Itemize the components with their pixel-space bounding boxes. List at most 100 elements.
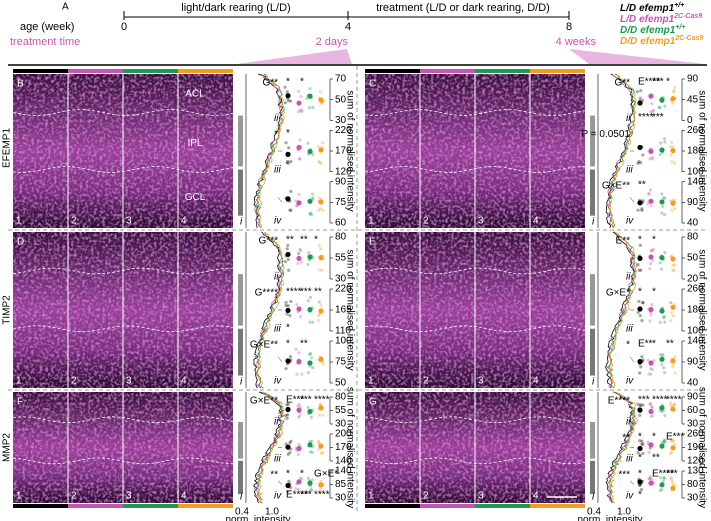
dot xyxy=(650,302,654,307)
sublayer-label: iii xyxy=(274,324,281,335)
dot xyxy=(647,192,651,196)
stat-label: ** xyxy=(638,179,646,190)
dot xyxy=(648,157,652,161)
profile-line xyxy=(608,391,638,504)
timeline-tick-label: 0 xyxy=(121,21,127,33)
dot xyxy=(673,161,677,165)
dot xyxy=(649,372,653,376)
dot xyxy=(289,189,293,193)
stat-label: * xyxy=(652,339,656,350)
lane-number: 4 xyxy=(181,491,187,502)
dot xyxy=(297,415,301,419)
dot xyxy=(648,477,652,481)
lane-number: 1 xyxy=(368,376,374,387)
dot xyxy=(639,487,644,492)
y-tick-label: 120 xyxy=(687,456,704,467)
y-tick-label: 55 xyxy=(335,405,347,416)
layer-boundary xyxy=(364,325,586,332)
profile-line xyxy=(607,231,637,389)
dot xyxy=(651,109,655,113)
legend-sup: +/+ xyxy=(674,2,684,9)
dot xyxy=(673,263,677,267)
dot xyxy=(669,476,673,480)
y-tick-label: 140 xyxy=(335,466,352,477)
sublayer-label: iii xyxy=(626,454,633,465)
stat-label: * xyxy=(274,129,278,140)
y-tick-label: 80 xyxy=(687,232,699,243)
lane-bar xyxy=(68,504,123,508)
dot xyxy=(663,140,667,144)
dot xyxy=(285,403,289,407)
dot xyxy=(660,352,665,357)
mean-dot xyxy=(648,360,654,366)
legend-gene: efemp1 xyxy=(640,36,675,47)
dot xyxy=(311,105,315,110)
dot xyxy=(640,442,644,447)
stat-label: G*** xyxy=(259,236,279,247)
stat-label: * xyxy=(638,469,642,480)
dot xyxy=(286,257,290,262)
dot xyxy=(657,106,661,110)
dot xyxy=(317,299,321,304)
mean-dot xyxy=(296,100,302,106)
dot xyxy=(289,159,293,164)
dot xyxy=(297,192,301,196)
lane-number: 3 xyxy=(478,376,484,387)
mean-dot xyxy=(670,96,676,102)
panel-label: D xyxy=(17,237,24,248)
dot xyxy=(319,161,323,165)
dot xyxy=(287,146,291,150)
dot xyxy=(636,263,640,267)
dot xyxy=(663,440,667,444)
y-tick-label: 30 xyxy=(335,419,347,430)
dot xyxy=(651,247,656,252)
dot xyxy=(640,208,644,212)
dot xyxy=(286,402,290,406)
y-tick-label: 165 xyxy=(335,305,352,316)
stat-label: E*** xyxy=(286,395,304,406)
lane-bar xyxy=(530,504,585,508)
dot xyxy=(637,159,641,164)
mean-dot xyxy=(670,485,676,491)
mean-dot xyxy=(318,443,324,449)
dot xyxy=(638,314,642,318)
y-tick-label: 140 xyxy=(335,456,352,467)
dot xyxy=(317,441,321,445)
layer-bar xyxy=(238,328,243,376)
dot xyxy=(671,101,675,105)
dot xyxy=(663,320,667,324)
dot xyxy=(640,354,644,359)
dot xyxy=(648,266,652,271)
stat-label: *** xyxy=(652,77,664,88)
y-tick-label: 260 xyxy=(687,429,704,440)
lane-number: 2 xyxy=(423,491,429,502)
sublayer-label: i xyxy=(592,377,595,388)
dot xyxy=(660,204,665,208)
y-tick-label: 30 xyxy=(687,419,699,430)
timeline-axis-label: age (week) xyxy=(20,21,74,33)
dot xyxy=(648,188,653,192)
mean-dot xyxy=(637,445,643,452)
dot xyxy=(669,439,673,443)
legend-gene: efemp1 xyxy=(639,14,674,25)
y-tick-label: 20 xyxy=(687,274,699,285)
y-tick-label: 100 xyxy=(687,166,704,177)
profile-line xyxy=(609,73,637,229)
dot xyxy=(649,110,653,114)
stat-label: * xyxy=(286,323,290,334)
lane-number: 1 xyxy=(16,491,22,502)
dot xyxy=(298,157,302,161)
dot xyxy=(300,108,304,112)
dot xyxy=(308,351,313,356)
profile-line xyxy=(256,73,286,229)
y-tick-label: 100 xyxy=(687,326,704,337)
connector xyxy=(277,197,283,203)
dot xyxy=(319,451,323,456)
dot xyxy=(659,267,664,271)
profile-line xyxy=(253,391,283,504)
layer-boundary xyxy=(12,166,234,173)
layer-bar xyxy=(238,115,243,167)
dot xyxy=(669,153,673,157)
sublayer-label: i xyxy=(592,217,595,228)
